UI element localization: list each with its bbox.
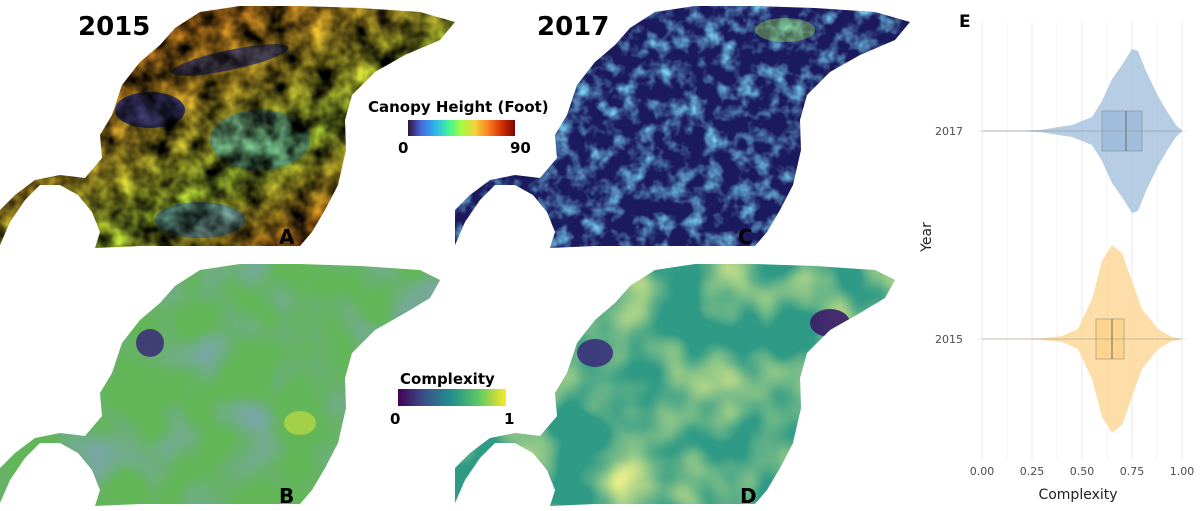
complexity-legend-min: 0 <box>390 410 401 428</box>
map-d-complexity-2017 <box>455 264 895 506</box>
canopy-legend-min: 0 <box>398 139 409 157</box>
canopy-legend-title: Canopy Height (Foot) <box>368 98 549 116</box>
canopy-colorbar <box>408 120 515 136</box>
map-c-year-title: 2017 <box>537 12 610 42</box>
x-tick-label: 0.75 <box>1120 465 1145 478</box>
panel-label-c: C <box>738 225 753 249</box>
map-a-canopy-2015 <box>0 6 455 248</box>
x-tick-label: 0.50 <box>1070 465 1095 478</box>
y-tick-label: 2015 <box>935 333 963 346</box>
panel-label-d: D <box>740 484 757 508</box>
violin-marks <box>982 49 1182 433</box>
x-tick-label: 1.00 <box>1170 465 1195 478</box>
complexity-legend-max: 1 <box>504 410 515 428</box>
x-axis-title: Complexity <box>1038 487 1117 503</box>
panel-label-b: B <box>279 484 295 508</box>
violin-axes: 0.00 0.25 0.50 0.75 1.00 2017 2015 <box>935 125 1194 478</box>
y-axis-title: Year <box>919 222 935 253</box>
x-tick-label: 0.00 <box>970 465 995 478</box>
x-tick-label: 0.25 <box>1020 465 1045 478</box>
violin-chart: 0.00 0.25 0.50 0.75 1.00 2017 2015 E Complexit… <box>919 12 1194 503</box>
complexity-colorbar <box>398 389 506 406</box>
panel-label-e: E <box>959 12 971 32</box>
violin-grid <box>977 22 1187 460</box>
y-tick-label: 2017 <box>935 125 963 138</box>
map-a-year-title: 2015 <box>78 12 151 42</box>
complexity-legend-title: Complexity <box>400 370 495 388</box>
panel-label-a: A <box>279 225 295 249</box>
map-b-complexity-2015 <box>0 264 440 506</box>
map-c-canopy-2017 <box>455 6 910 248</box>
canopy-legend-max: 90 <box>510 139 531 157</box>
